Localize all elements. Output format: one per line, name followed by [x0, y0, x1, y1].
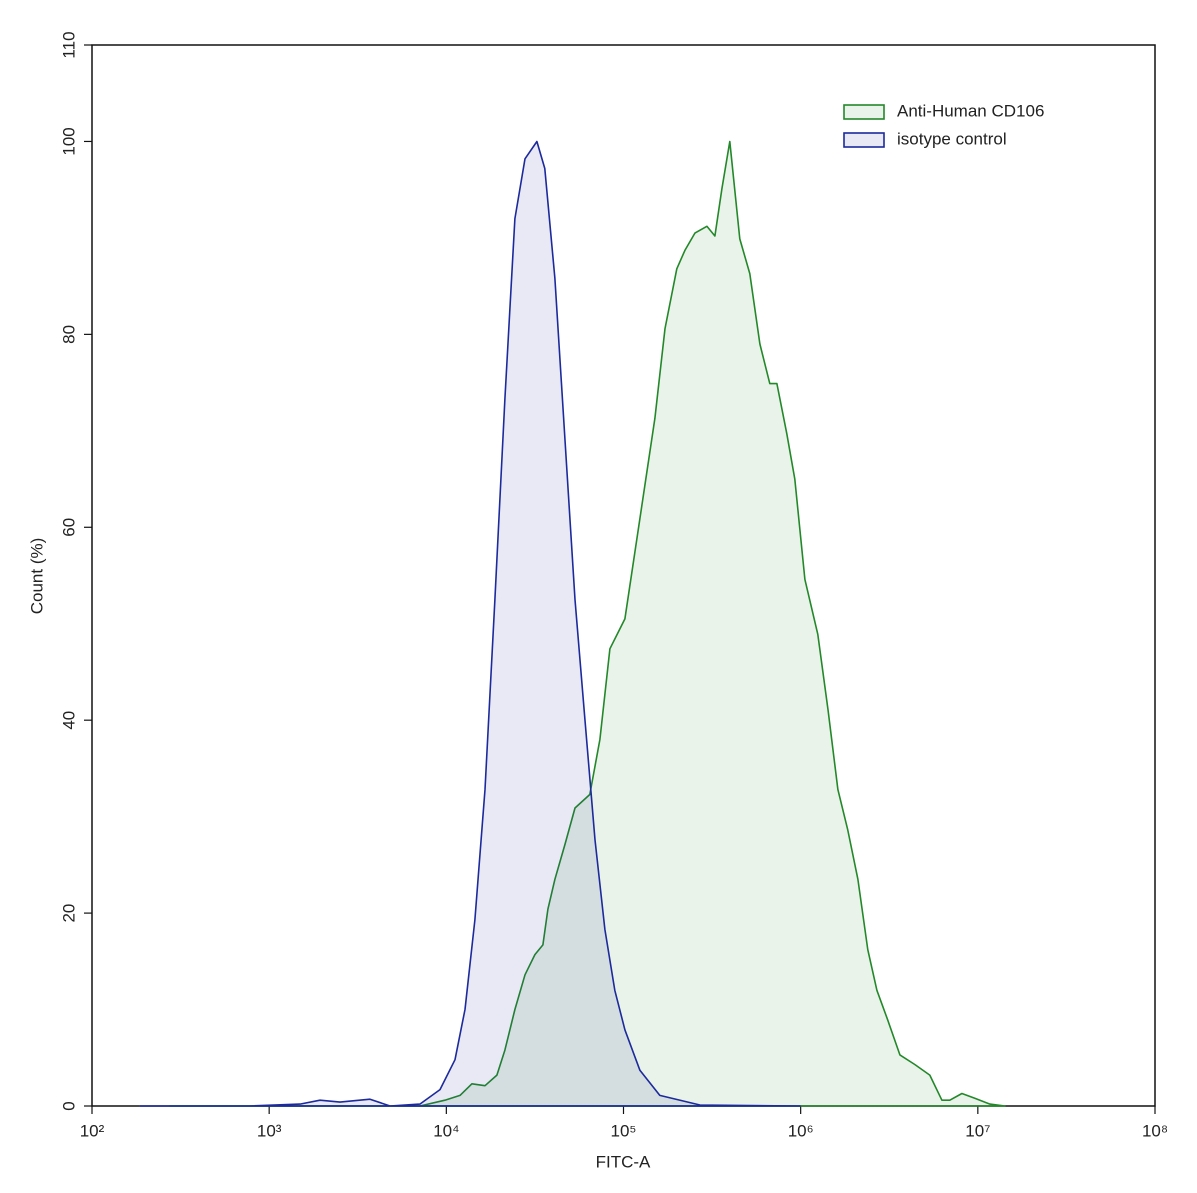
- area: [169, 140, 1006, 1107]
- x-tick-label: 10²: [80, 1121, 105, 1140]
- y-tick-label: 110: [59, 31, 78, 58]
- y-tick-label: 60: [59, 518, 78, 537]
- y-tick-label: 0: [59, 1101, 78, 1110]
- y-tick-label: 20: [59, 904, 78, 923]
- x-tick-label: 10⁷: [965, 1121, 990, 1140]
- legend-label: Anti-Human CD106: [897, 101, 1044, 120]
- legend-swatch: [843, 104, 885, 120]
- legend-swatch: [843, 132, 885, 148]
- x-tick-label: 10⁵: [611, 1121, 637, 1140]
- x-tick-label: 10⁶: [788, 1121, 814, 1140]
- legend-label: isotype control: [897, 129, 1007, 148]
- area: [139, 140, 801, 1107]
- y-axis-label: Count (%): [27, 538, 46, 615]
- y-tick-label: 40: [59, 711, 78, 730]
- x-axis-label: FITC-A: [596, 1152, 651, 1171]
- y-tick-label: 80: [59, 325, 78, 344]
- y-tick-label: 100: [59, 127, 78, 155]
- x-tick-label: 10³: [257, 1121, 282, 1140]
- x-tick-label: 10⁸: [1142, 1121, 1168, 1140]
- x-tick-label: 10⁴: [433, 1121, 459, 1140]
